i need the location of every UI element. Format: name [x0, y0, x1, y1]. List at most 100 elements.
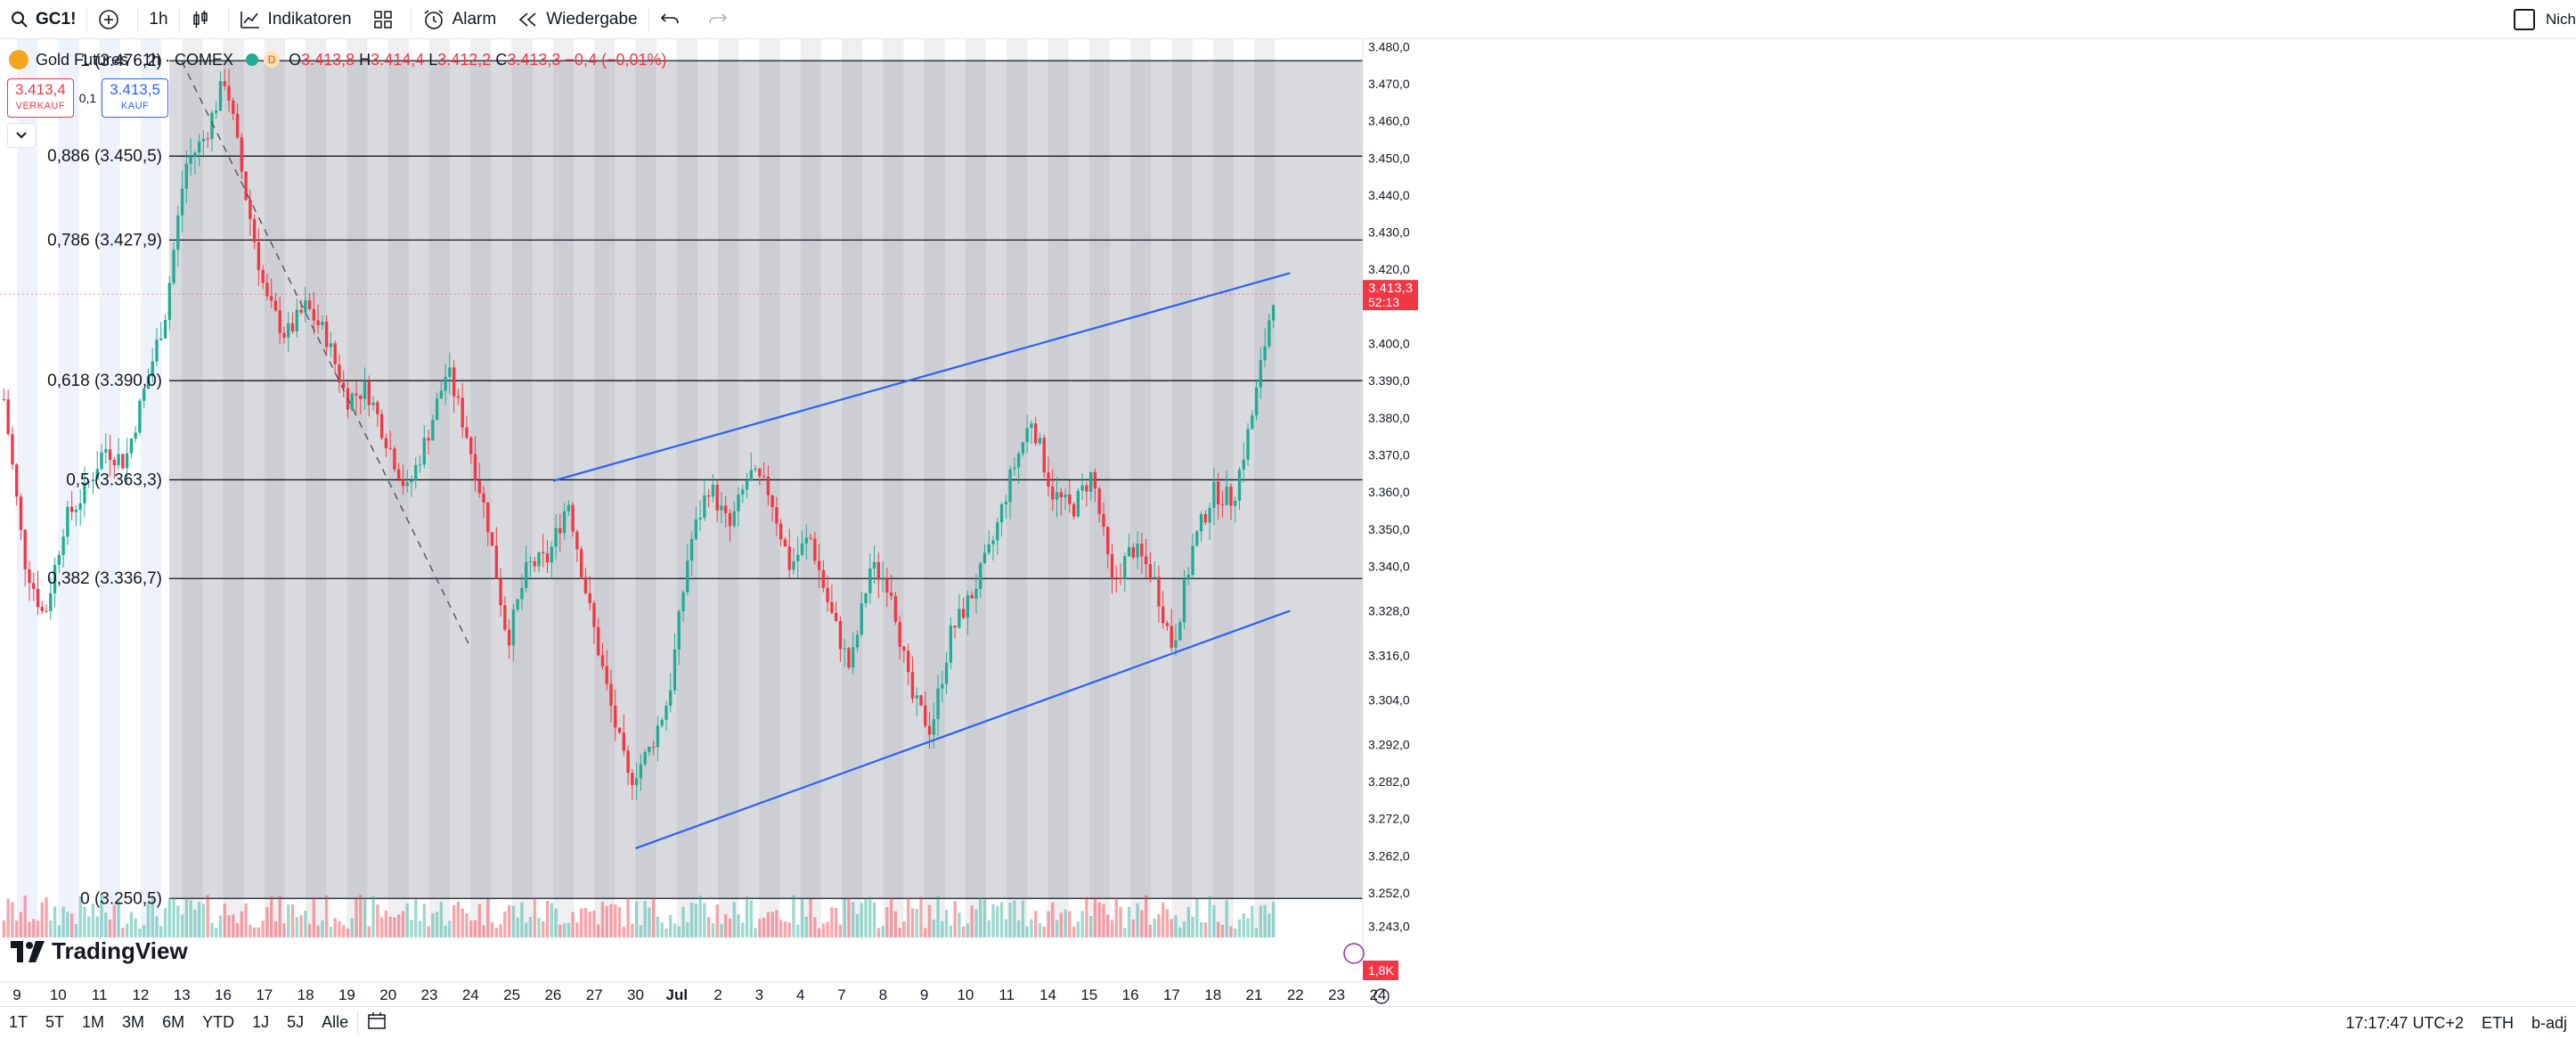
candle-body — [350, 393, 354, 410]
volume-bar — [698, 896, 702, 937]
candle-body — [261, 270, 265, 283]
range-button[interactable]: 1T — [9, 1013, 29, 1031]
candle-body — [1025, 428, 1029, 443]
volume-bar — [588, 911, 591, 937]
tradingview-logo-icon — [11, 940, 45, 962]
toolbar-divider — [410, 7, 412, 31]
lightning-icon[interactable] — [1343, 943, 1365, 964]
volume-bar — [61, 906, 65, 937]
range-button[interactable]: 1M — [82, 1013, 105, 1031]
candle-body — [881, 578, 884, 580]
candle-body — [371, 402, 375, 405]
undo-button[interactable] — [649, 0, 697, 39]
range-button[interactable]: 5T — [45, 1013, 65, 1031]
volume-bar — [244, 903, 248, 937]
candle-body — [494, 545, 498, 579]
candle-body — [376, 402, 379, 414]
candle-body — [1042, 438, 1046, 473]
volume-bar — [95, 916, 99, 937]
buy-button[interactable]: 3.413,5 KAUF — [102, 78, 168, 118]
session-band — [99, 39, 120, 937]
replay-button[interactable]: Wiedergabe — [507, 0, 648, 39]
legend-collapse-button[interactable] — [7, 123, 36, 148]
volume-bar — [1157, 913, 1161, 937]
candle-body — [958, 609, 961, 628]
indicators-button[interactable]: Indikatoren — [229, 0, 363, 39]
candle-body — [817, 560, 821, 570]
adjustment-toggle[interactable]: b-adj — [2531, 1013, 2567, 1032]
sell-price: 3.413,4 — [15, 81, 66, 98]
volume-bar — [915, 908, 918, 937]
candle-body — [363, 380, 367, 399]
candle-body — [507, 629, 511, 646]
candle-body — [1254, 387, 1259, 416]
volume-bar — [860, 903, 863, 937]
candle-body — [197, 141, 201, 153]
candle-body — [545, 552, 550, 563]
volume-bar — [469, 920, 473, 937]
range-button[interactable]: 1J — [252, 1013, 270, 1031]
volume-bar — [304, 910, 307, 937]
candle-body — [677, 610, 681, 650]
range-button[interactable]: 6M — [162, 1013, 185, 1031]
trendline-dashed-downtrend[interactable] — [181, 61, 471, 649]
candle-body — [631, 773, 634, 786]
session-band — [800, 39, 821, 937]
candle-body — [95, 469, 99, 480]
clock-display[interactable]: 17:17:47 UTC+2 — [2345, 1013, 2464, 1032]
volume-bar — [53, 906, 57, 937]
price-axis[interactable] — [1363, 39, 2576, 1006]
volume-bar — [1148, 924, 1153, 937]
volume-bar — [941, 920, 944, 937]
candle-body — [244, 171, 248, 200]
candle-body — [1220, 504, 1225, 506]
session-toggle[interactable]: ETH — [2481, 1013, 2514, 1032]
compare-button[interactable] — [87, 0, 137, 39]
legend-title[interactable]: Gold Futures · 1h · COMEX — [36, 50, 234, 69]
ohlc-values: O3.413,8 H3.414,4 L3.412,2 C3.413,3 −0,4… — [289, 51, 666, 70]
symbol-search[interactable]: GC1! — [0, 0, 86, 39]
time-tick-label: 17 — [1163, 986, 1180, 1003]
volume-bar — [809, 898, 812, 937]
candle-body — [1251, 415, 1254, 430]
candle-body — [664, 705, 668, 720]
volume-bar — [787, 922, 791, 937]
range-button[interactable]: Alle — [322, 1013, 349, 1031]
volume-bar — [609, 904, 613, 937]
bar-countdown: 52:13 — [1368, 295, 1399, 309]
candle-body — [525, 561, 528, 588]
volume-bar — [172, 897, 175, 937]
alert-button[interactable]: Alarm — [412, 0, 508, 39]
candle-body — [770, 495, 774, 508]
volume-bar — [571, 912, 575, 937]
candle-body — [617, 727, 622, 733]
range-button[interactable]: 3M — [122, 1013, 145, 1031]
candle-body — [273, 300, 278, 311]
interval-button[interactable]: 1h — [138, 0, 178, 39]
sell-button[interactable]: 3.413,4 VERKAUF — [7, 78, 74, 118]
fullscreen-checkbox[interactable] — [2513, 9, 2535, 30]
goto-date-button[interactable] — [358, 1011, 395, 1034]
candle-body — [982, 552, 987, 564]
session-band — [965, 39, 987, 937]
templates-button[interactable] — [363, 0, 411, 39]
candle-body — [393, 448, 396, 470]
range-button[interactable]: 5J — [287, 1013, 305, 1031]
chart-type-button[interactable] — [180, 0, 228, 39]
candle-body — [66, 506, 69, 537]
volume-bar — [605, 905, 608, 937]
candle-body — [232, 100, 235, 114]
redo-button[interactable] — [697, 0, 746, 39]
volume-bar — [184, 897, 189, 937]
price-chart[interactable]: 3.243,0 3.252,0 3.262,0 3.272,0 3.282,0 3.292… — [0, 39, 2576, 1006]
trendline-upper-channel[interactable] — [552, 272, 1291, 482]
volume-bar — [652, 897, 656, 937]
volume-bar — [715, 904, 719, 937]
session-band — [1007, 39, 1028, 937]
candle-body — [1127, 547, 1131, 557]
axis-settings-icon[interactable] — [1374, 988, 1390, 1004]
range-button[interactable]: YTD — [202, 1013, 235, 1031]
trendline-lower-channel[interactable] — [635, 609, 1291, 850]
candle-body — [355, 393, 358, 396]
low-value: 3.412,2 — [437, 50, 492, 69]
